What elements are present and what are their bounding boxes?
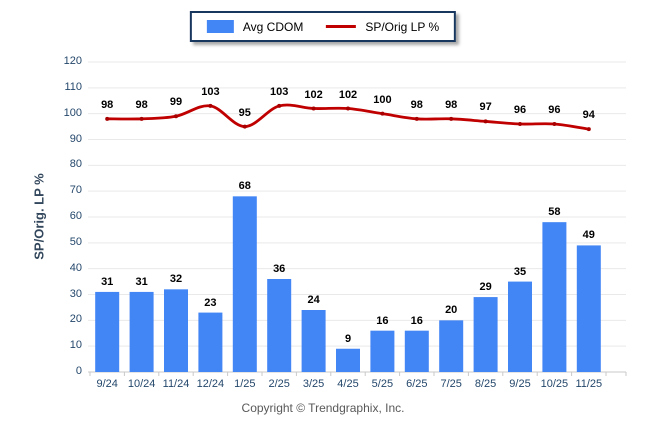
bar bbox=[164, 289, 188, 372]
trend-line-marker bbox=[552, 122, 557, 126]
bar bbox=[336, 348, 360, 372]
legend-bar-swatch-icon bbox=[206, 20, 234, 33]
bar bbox=[508, 281, 532, 372]
legend-label-sp-orig-lp: SP/Orig LP % bbox=[365, 19, 440, 34]
legend-line-swatch-icon bbox=[326, 25, 357, 28]
bar bbox=[267, 279, 292, 372]
bar bbox=[439, 320, 464, 372]
bar bbox=[232, 196, 257, 372]
trend-line-marker bbox=[586, 127, 591, 132]
trend-line-marker bbox=[449, 116, 454, 121]
bar bbox=[542, 222, 567, 372]
bar bbox=[404, 330, 429, 372]
bar bbox=[370, 330, 395, 372]
trend-line-marker bbox=[346, 106, 350, 111]
copyright-text: Copyright © Trendgraphix, Inc. bbox=[241, 401, 405, 415]
bar bbox=[473, 297, 498, 372]
trend-line-marker bbox=[414, 116, 419, 121]
trend-line-marker bbox=[174, 114, 178, 119]
trend-line-marker bbox=[380, 111, 385, 116]
trend-line-marker bbox=[208, 103, 213, 108]
trend-line-marker bbox=[518, 122, 522, 126]
bar bbox=[95, 291, 120, 372]
legend-label-avg-cdom: Avg CDOM bbox=[242, 19, 304, 34]
bar bbox=[198, 312, 223, 372]
bar bbox=[301, 310, 326, 372]
trend-line-marker bbox=[311, 106, 316, 111]
trend-line-marker bbox=[242, 124, 247, 129]
trend-line-marker bbox=[483, 119, 488, 124]
trend-line-marker bbox=[277, 103, 282, 108]
trend-line-marker bbox=[139, 116, 144, 121]
trend-line-marker bbox=[105, 116, 110, 121]
chart-legend: Avg CDOM SP/Orig LP % bbox=[189, 11, 457, 42]
bar bbox=[576, 245, 601, 372]
bar bbox=[129, 291, 154, 372]
